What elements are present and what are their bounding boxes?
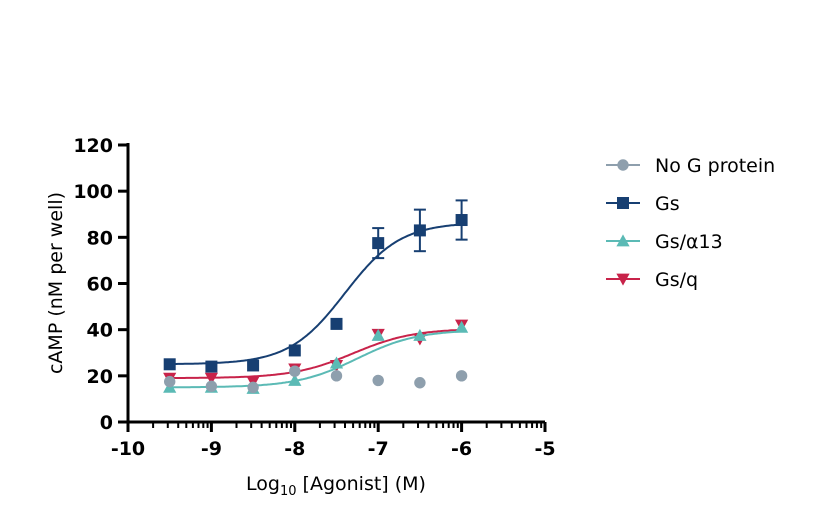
series-2 [163,320,469,394]
fit-curve [169,330,462,389]
data-point [455,214,468,227]
x-tick-label: -7 [368,438,389,460]
data-point [413,328,427,341]
data-point [329,356,344,369]
legend-label: Gs [655,193,680,215]
data-point [164,375,176,388]
legend-item-2: Gs/α13 [606,231,723,253]
data-point [330,370,343,382]
legend-marker [617,159,629,171]
data-point [205,380,218,392]
data-point [247,381,259,394]
x-tick-label: -6 [451,438,472,460]
data-point [413,224,426,237]
fit-curve [169,223,462,365]
data-point [455,320,469,333]
legend-item-3: Gs/q [606,269,698,291]
data-point [163,358,176,371]
y-tick-label: 100 [73,181,113,203]
data-point [330,317,343,330]
legend-marker [616,234,630,247]
legend-label: Gs/α13 [655,231,723,253]
data-point [205,360,218,373]
series-0 [164,365,468,394]
legend-label: Gs/q [655,269,698,291]
x-axis-label: Log10 [Agonist] (M) [246,473,426,499]
data-point [289,365,301,377]
y-tick-label: 0 [100,412,113,434]
data-point [247,359,260,372]
fit-curve [169,328,462,379]
data-point [414,377,426,389]
x-tick-label: -8 [284,438,305,460]
data-point [204,372,218,385]
legend-item-1: Gs [606,193,680,215]
y-axis-label: cAMP (nM per well) [45,192,67,374]
data-point [372,237,385,250]
x-tick-label: -9 [201,438,222,460]
series-1 [163,199,468,373]
legend-marker [617,197,629,209]
y-tick-label: 60 [87,274,113,296]
legend-label: No G protein [655,155,775,177]
data-point [372,374,384,387]
y-tick-label: 20 [87,366,113,388]
y-tick-label: 80 [87,227,113,249]
y-tick-label: 120 [73,135,113,157]
legend-item-0: No G protein [606,155,775,177]
legend-marker [616,273,630,286]
x-tick-label: -5 [534,438,555,460]
data-point [371,328,385,341]
data-point [288,373,302,386]
x-tick-label: -10 [111,438,145,460]
y-tick-label: 40 [87,320,113,342]
data-point [455,370,468,382]
data-point [288,344,301,357]
